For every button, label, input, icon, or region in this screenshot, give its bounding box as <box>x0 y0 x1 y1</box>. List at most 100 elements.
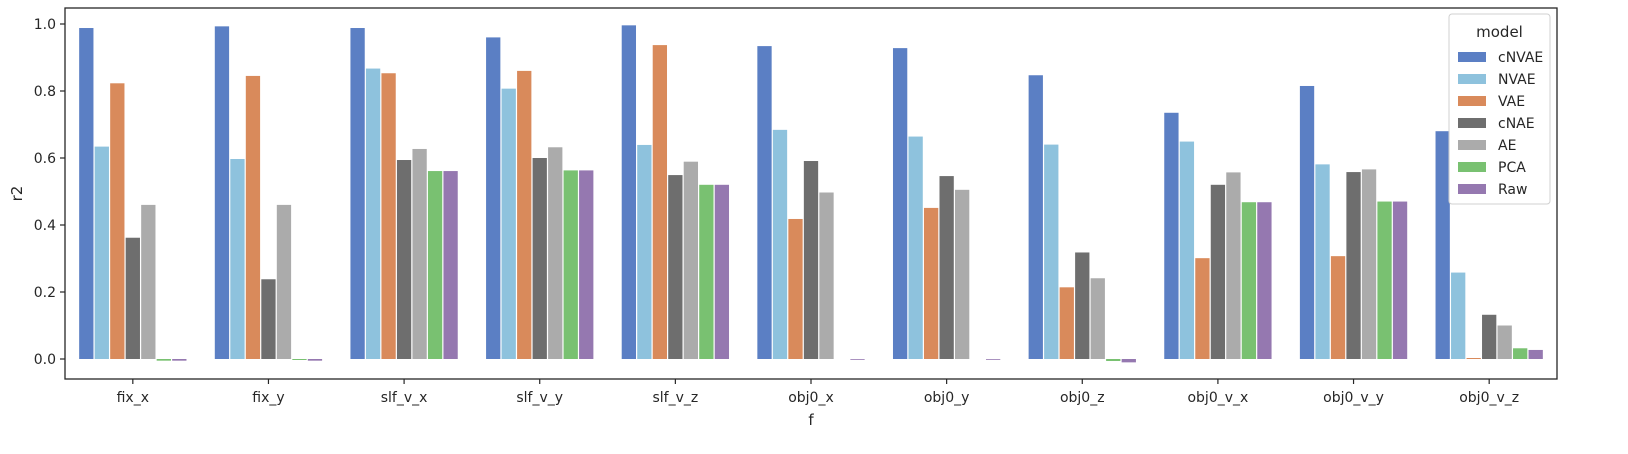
bar-Raw-fix_x <box>172 359 187 361</box>
bar-cNAE-obj0_z <box>1075 252 1090 359</box>
bar-NVAE-fix_y <box>230 159 245 359</box>
bar-AE-obj0_v_z <box>1497 325 1512 359</box>
bar-cNAE-obj0_v_z <box>1482 314 1497 359</box>
bar-PCA-obj0_v_z <box>1513 348 1528 359</box>
legend-swatch-AE <box>1458 140 1486 150</box>
bar-NVAE-obj0_v_x <box>1179 141 1195 359</box>
x-tick-label: obj0_v_z <box>1459 390 1519 406</box>
bar-Raw-obj0_v_x <box>1257 202 1272 359</box>
bar-AE-obj0_x <box>819 192 834 359</box>
bar-Raw-obj0_x <box>850 359 865 360</box>
y-axis: 0.0 0.2 0.4 0.6 0.8 1.0 <box>34 17 65 368</box>
x-tick-label: fix_y <box>252 390 284 406</box>
x-tick-label: obj0_y <box>924 390 970 406</box>
bar-cNVAE-fix_y <box>214 26 230 359</box>
legend-label-AE: AE <box>1498 138 1516 154</box>
bar-PCA-fix_x <box>156 359 171 361</box>
bar-cNVAE-slf_v_x <box>350 28 365 360</box>
bar-VAE-slf_v_z <box>652 45 668 359</box>
legend-label-cNAE: cNAE <box>1498 116 1535 132</box>
bar-AE-fix_x <box>141 204 156 359</box>
bar-cNVAE-obj0_z <box>1028 75 1043 359</box>
x-axis-label: f <box>808 411 814 429</box>
bar-PCA-fix_y <box>292 359 307 360</box>
bar-PCA-obj0_v_y <box>1377 201 1392 359</box>
bar-cNVAE-obj0_v_z <box>1435 131 1450 359</box>
legend-swatch-VAE <box>1458 96 1486 106</box>
bar-cNVAE-obj0_x <box>757 46 772 360</box>
bar-Raw-obj0_z <box>1121 359 1136 363</box>
bar-VAE-slf_v_x <box>381 73 396 359</box>
legend-label-NVAE: NVAE <box>1498 72 1536 88</box>
x-axis: fix_x fix_y slf_v_x slf_v_y slf_v_z obj0_x obj… <box>117 379 1519 406</box>
legend-swatch-NVAE <box>1458 74 1486 84</box>
y-tick-label: 0.4 <box>34 218 56 234</box>
bar-NVAE-slf_v_z <box>637 144 652 359</box>
bar-VAE-obj0_v_z <box>1466 358 1481 359</box>
bar-cNVAE-slf_v_y <box>486 37 501 360</box>
legend-title: model <box>1476 23 1523 41</box>
bar-AE-obj0_v_y <box>1361 169 1377 359</box>
x-tick-label: slf_v_y <box>516 390 563 406</box>
bar-AE-obj0_y <box>954 189 970 359</box>
y-axis-label: r2 <box>8 186 26 202</box>
bar-VAE-obj0_v_x <box>1195 258 1210 359</box>
x-tick-label: obj0_x <box>788 390 834 406</box>
bar-VAE-obj0_x <box>788 218 803 359</box>
bar-PCA-slf_v_x <box>427 171 443 359</box>
bar-VAE-obj0_y <box>923 207 939 359</box>
bar-PCA-obj0_z <box>1106 359 1121 362</box>
x-tick-label: obj0_z <box>1060 390 1105 406</box>
x-tick-label: fix_x <box>117 390 149 406</box>
legend: model cNVAE NVAE VAE cNAE AE PCA Raw <box>1448 13 1551 205</box>
bar-cNVAE-obj0_y <box>892 48 908 360</box>
y-tick-label: 1.0 <box>34 17 56 33</box>
bar-cNVAE-obj0_v_y <box>1299 85 1315 359</box>
legend-items: cNVAE NVAE VAE cNAE AE PCA Raw <box>1458 50 1543 198</box>
bar-NVAE-obj0_y <box>908 136 923 359</box>
bar-PCA-slf_v_z <box>699 184 714 359</box>
bar-cNVAE-fix_x <box>79 28 94 360</box>
legend-label-PCA: PCA <box>1498 160 1526 176</box>
bar-AE-slf_v_x <box>412 148 427 359</box>
bar-Raw-fix_y <box>307 359 323 361</box>
legend-swatch-cNVAE <box>1458 52 1486 62</box>
bar-Raw-obj0_y <box>985 359 1001 360</box>
bar-VAE-fix_y <box>245 75 261 360</box>
legend-label-VAE: VAE <box>1498 94 1525 110</box>
bar-NVAE-obj0_v_z <box>1451 272 1466 359</box>
bar-PCA-slf_v_y <box>563 170 578 359</box>
bar-AE-slf_v_z <box>683 161 699 359</box>
x-tick-label: slf_v_x <box>381 390 428 406</box>
y-tick-label: 0.8 <box>34 84 56 100</box>
bar-cNVAE-obj0_v_x <box>1164 112 1179 359</box>
y-tick-label: 0.2 <box>34 285 56 301</box>
bar-Raw-obj0_v_y <box>1392 201 1408 359</box>
y-tick-label: 0.6 <box>34 151 56 167</box>
legend-swatch-PCA <box>1458 162 1486 172</box>
legend-label-Raw: Raw <box>1498 182 1527 198</box>
legend-swatch-Raw <box>1458 184 1486 194</box>
bar-VAE-fix_x <box>110 83 125 360</box>
bar-cNAE-fix_x <box>125 237 140 359</box>
bar-cNAE-obj0_v_x <box>1210 184 1226 359</box>
bar-cNAE-obj0_y <box>939 176 954 359</box>
bar-cNAE-obj0_x <box>803 161 819 359</box>
bar-Raw-slf_v_z <box>714 184 730 359</box>
bar-cNVAE-slf_v_z <box>621 25 637 360</box>
bar-Raw-slf_v_y <box>579 170 594 359</box>
x-tick-label: obj0_v_y <box>1323 390 1384 406</box>
bar-NVAE-obj0_x <box>772 129 788 359</box>
bar-NVAE-slf_v_y <box>501 88 516 360</box>
bar-AE-fix_y <box>276 204 292 359</box>
bar-cNAE-fix_y <box>261 279 276 359</box>
bar-NVAE-fix_x <box>94 146 109 359</box>
bar-cNAE-slf_v_z <box>668 175 683 359</box>
bar-AE-slf_v_y <box>548 147 563 359</box>
bar-AE-obj0_z <box>1090 278 1105 359</box>
bar-cNAE-slf_v_x <box>396 160 412 359</box>
legend-swatch-cNAE <box>1458 118 1486 128</box>
bar-Raw-slf_v_x <box>443 171 458 359</box>
bar-VAE-obj0_v_y <box>1330 256 1346 359</box>
